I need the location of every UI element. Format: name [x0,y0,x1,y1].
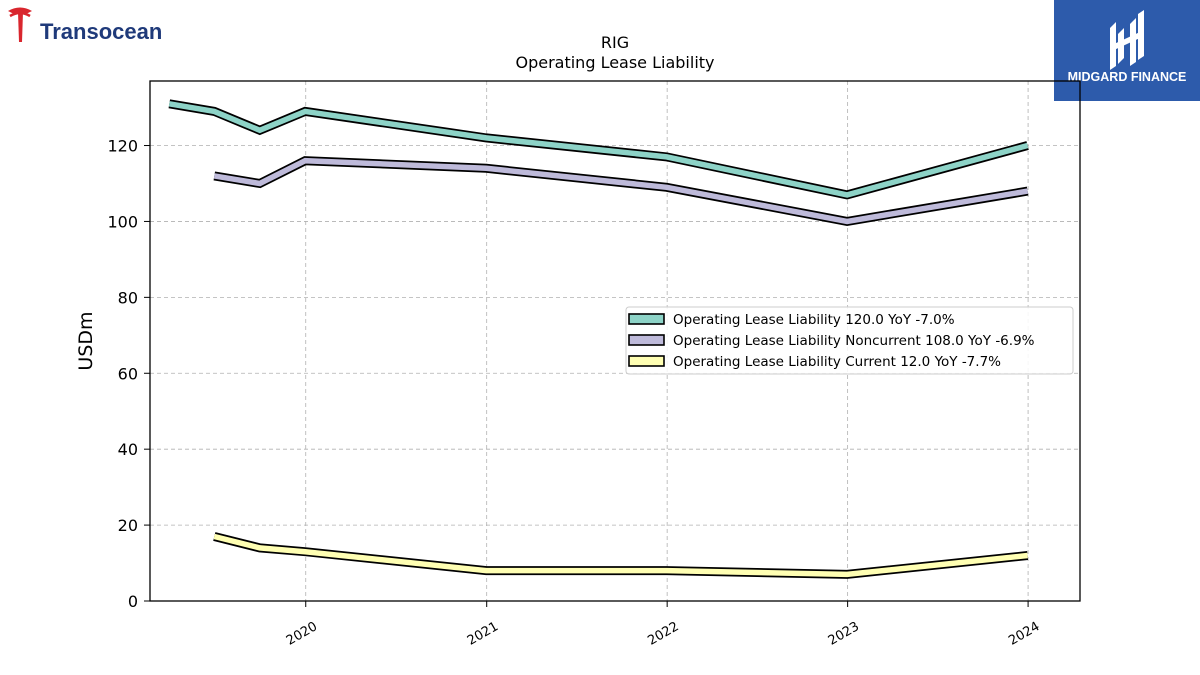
x-axis: 2020 2021 2022 2023 2024 [284,601,1042,649]
y-tick-label: 120 [107,137,138,156]
y-tick-label: 80 [118,288,138,307]
legend-label: Operating Lease Liability Noncurrent 108… [673,333,1035,349]
midgard-emblem-icon [1110,10,1144,70]
plot-frame [149,80,1081,602]
legend-box [625,306,1074,375]
y-axis-label: USDm [75,311,97,370]
x-tick-label: 2023 [826,619,862,649]
y-tick-label: 100 [107,212,138,231]
series-lines [168,99,1029,579]
x-tick-label: 2022 [645,619,681,649]
y-tick-label: 20 [118,516,138,535]
transocean-emblem-icon [8,7,32,42]
midgard-finance-logo: MIDGARD FINANCE [1054,0,1200,101]
y-tick-label: 40 [118,440,138,459]
series-line-operating-lease-liability [168,101,1029,198]
legend-swatch [628,355,665,367]
chart-title: RIG [601,33,629,52]
legend: Operating Lease Liability 120.0 YoY -7.0… [625,306,1074,375]
transocean-logo: Transocean [4,4,184,46]
y-tick-label: 60 [118,364,138,383]
series-line-operating-lease-liability-noncurrent [213,157,1029,225]
legend-label: Operating Lease Liability Current 12.0 Y… [673,354,1001,370]
x-tick-label: 2021 [465,619,501,649]
legend-swatch [628,313,665,325]
y-tick-label: 0 [128,592,138,611]
chart-subtitle: Operating Lease Liability [515,53,714,72]
transocean-wordmark: Transocean [40,19,162,44]
x-tick-label: 2020 [284,619,320,649]
legend-swatch [628,334,665,346]
y-axis: 0 20 40 60 80 100 120 [107,137,150,611]
midgard-finance-wordmark: MIDGARD FINANCE [1068,70,1187,84]
series-line-operating-lease-liability-current [213,533,1028,578]
legend-label: Operating Lease Liability 120.0 YoY -7.0… [673,312,955,328]
x-tick-label: 2024 [1006,619,1042,649]
